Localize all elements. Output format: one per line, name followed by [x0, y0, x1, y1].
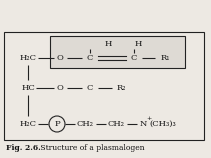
Text: H: H — [104, 40, 112, 48]
Text: H: H — [134, 40, 142, 48]
Text: (CH₃)₃: (CH₃)₃ — [150, 120, 176, 128]
Text: C: C — [87, 84, 93, 92]
Text: R₂: R₂ — [116, 84, 126, 92]
Text: R₁: R₁ — [160, 54, 170, 62]
Text: N: N — [139, 120, 147, 128]
Text: P: P — [54, 120, 60, 128]
Text: C: C — [131, 54, 137, 62]
Text: +: + — [146, 115, 152, 121]
Text: O: O — [57, 54, 64, 62]
Text: C: C — [87, 54, 93, 62]
FancyBboxPatch shape — [50, 36, 185, 68]
Text: H₂C: H₂C — [19, 54, 37, 62]
FancyBboxPatch shape — [4, 32, 204, 140]
Text: Structure of a plasmalogen: Structure of a plasmalogen — [38, 144, 145, 152]
Text: O: O — [57, 84, 64, 92]
Text: CH₂: CH₂ — [77, 120, 93, 128]
Text: CH₂: CH₂ — [107, 120, 124, 128]
Text: Fig. 2.6.: Fig. 2.6. — [6, 144, 41, 152]
Text: HC: HC — [21, 84, 35, 92]
Text: H₂C: H₂C — [19, 120, 37, 128]
